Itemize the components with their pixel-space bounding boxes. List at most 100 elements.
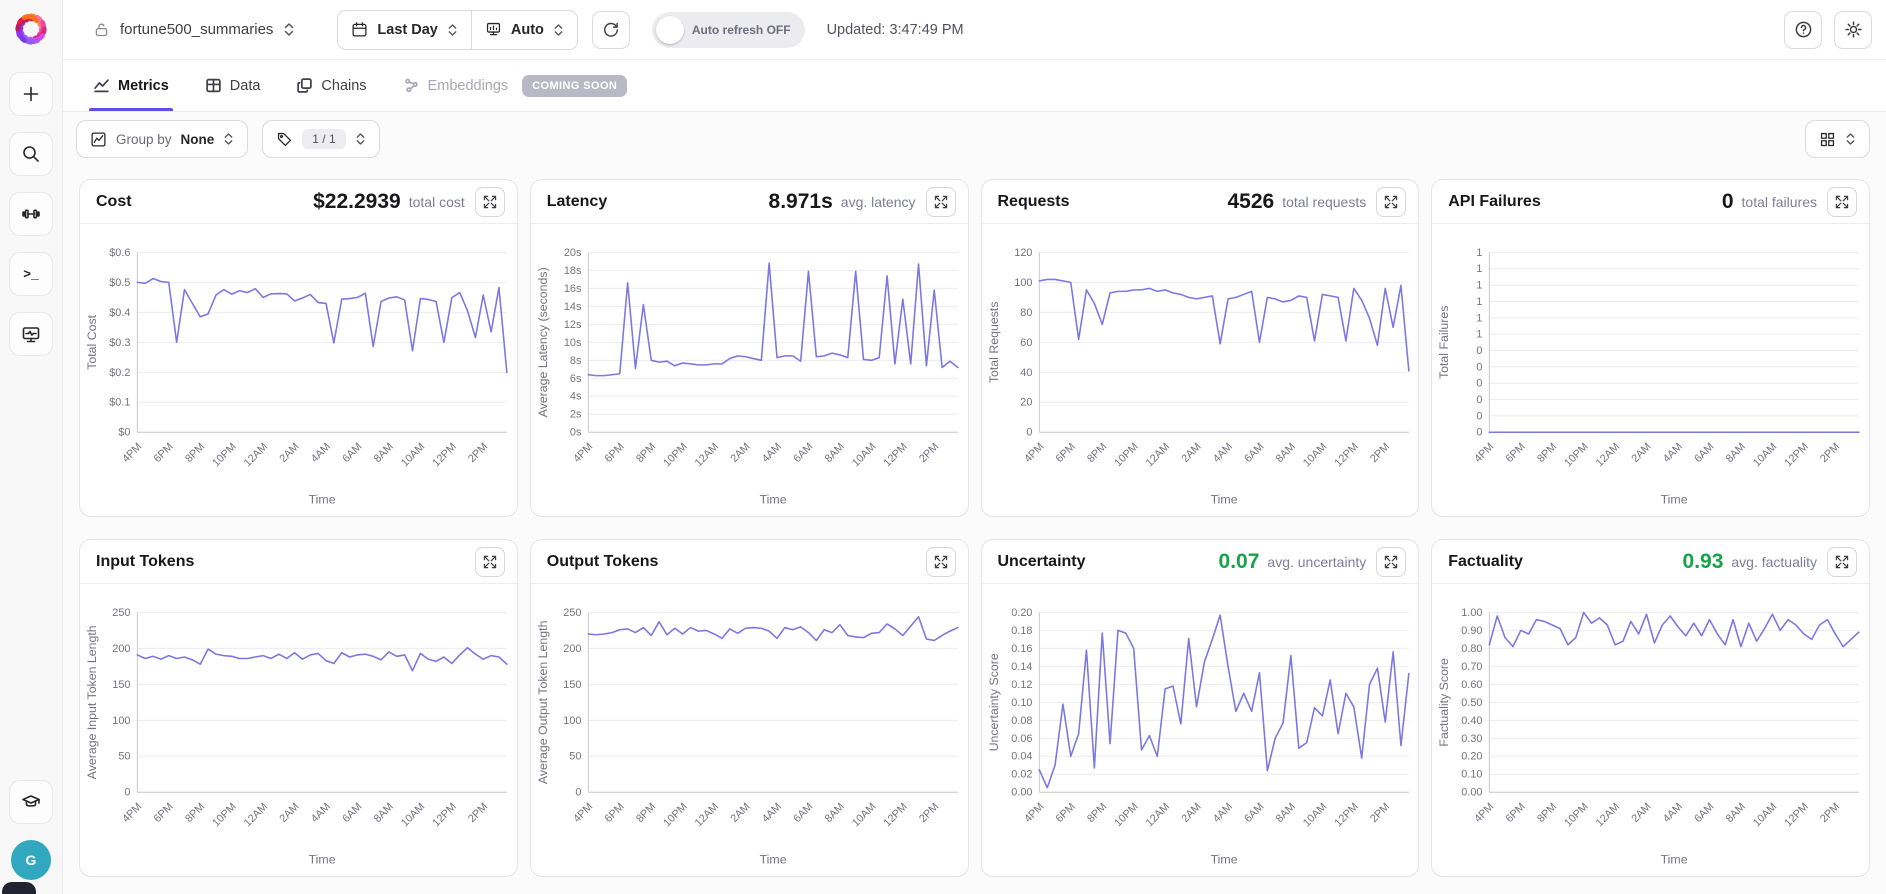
time-range-selector[interactable]: Last Day xyxy=(338,11,470,49)
svg-text:6PM: 6PM xyxy=(1504,441,1528,465)
card-title: Requests xyxy=(997,192,1070,210)
cost-line-chart[interactable]: $0 $0.1 $0.2 $0.3 $0.4 $0.5 $0.6 4PM 6PM 8PM 10PM 1… xyxy=(82,226,515,516)
svg-text:$0.3: $0.3 xyxy=(109,337,130,349)
output-tokens-line-chart[interactable]: 0 50 100 150 200 250 4PM 6PM 8PM 10PM 12AM 2AM 4AM 6A… xyxy=(533,586,966,876)
svg-text:$0.1: $0.1 xyxy=(109,397,130,409)
refresh-button[interactable] xyxy=(591,10,630,49)
time-range-value: Last Day xyxy=(377,21,438,38)
svg-text:8PM: 8PM xyxy=(183,801,207,825)
help-button[interactable] xyxy=(1784,10,1822,49)
svg-text:0.70: 0.70 xyxy=(1462,661,1483,673)
tag-filter-selector[interactable]: 1 / 1 xyxy=(262,120,380,158)
svg-text:250: 250 xyxy=(112,607,130,619)
svg-text:8PM: 8PM xyxy=(634,801,658,825)
requests-line-chart[interactable]: 0 20 40 60 80 100 120 4PM 6PM 8PM 10PM 12AM 2AM 4AM 6A… xyxy=(984,226,1417,516)
factuality-line-chart[interactable]: 0.00 0.10 0.20 0.30 0.40 0.50 0.60 0.70 0.80 0.90… xyxy=(1434,586,1867,876)
tab-chains[interactable]: Chains xyxy=(296,60,367,111)
chat-launcher[interactable] xyxy=(2,882,36,894)
svg-text:8PM: 8PM xyxy=(183,441,207,465)
filter-bar: Group by None 1 / 1 xyxy=(63,112,1886,166)
svg-text:2AM: 2AM xyxy=(1630,441,1654,465)
grid-layout-icon xyxy=(1820,132,1835,146)
metric-card-output-tokens: Output Tokens 0 50 100 150 200 250 4PM 6PM 8PM 10… xyxy=(529,539,969,877)
svg-text:10AM: 10AM xyxy=(1751,801,1780,830)
gear-icon xyxy=(1844,21,1862,38)
svg-text:12s: 12s xyxy=(564,319,582,331)
svg-text:Uncertainty Score: Uncertainty Score xyxy=(986,653,1000,751)
user-avatar[interactable]: G xyxy=(11,840,51,880)
svg-text:1: 1 xyxy=(1477,312,1483,324)
project-selector[interactable]: fortune500_summaries xyxy=(93,21,295,38)
svg-text:1: 1 xyxy=(1477,247,1483,259)
svg-text:10PM: 10PM xyxy=(1112,441,1141,470)
chevron-updown-icon xyxy=(356,133,365,145)
expand-button[interactable] xyxy=(925,186,956,217)
sidebar-monitor-button[interactable] xyxy=(9,312,53,356)
sidebar-search-button[interactable] xyxy=(9,132,53,176)
sidebar-new-project-button[interactable] xyxy=(9,72,53,116)
tab-data[interactable]: Data xyxy=(205,60,260,111)
tab-metrics[interactable]: Metrics xyxy=(89,60,173,111)
tab-embeddings[interactable]: Embeddings xyxy=(403,60,508,111)
expand-button[interactable] xyxy=(474,186,505,217)
expand-button[interactable] xyxy=(925,546,956,577)
svg-text:6s: 6s xyxy=(570,373,582,385)
svg-text:$0.5: $0.5 xyxy=(109,277,130,289)
svg-text:4PM: 4PM xyxy=(1472,801,1496,825)
group-by-selector[interactable]: Group by None xyxy=(76,120,249,158)
group-by-label: Group by xyxy=(116,131,172,147)
metric-card-cost: Cost $22.2939 total cost $0 $0.1 $0.2 $0.3 $… xyxy=(79,179,518,517)
svg-text:4AM: 4AM xyxy=(1661,441,1685,465)
svg-text:2AM: 2AM xyxy=(728,441,752,465)
svg-text:0: 0 xyxy=(124,787,130,799)
svg-text:6PM: 6PM xyxy=(1504,801,1528,825)
svg-text:4AM: 4AM xyxy=(309,801,333,825)
maximize-icon xyxy=(1835,195,1849,208)
svg-text:6PM: 6PM xyxy=(602,441,626,465)
svg-text:Total Failures: Total Failures xyxy=(1437,306,1451,379)
tag-icon xyxy=(278,132,292,146)
input-tokens-line-chart[interactable]: 0 50 100 150 200 250 4PM 6PM 8PM 10PM 12AM 2AM 4AM 6A… xyxy=(82,586,515,876)
card-title: Uncertainty xyxy=(997,552,1086,570)
auto-refresh-toggle[interactable]: Auto refresh OFF xyxy=(651,11,805,48)
svg-text:0: 0 xyxy=(575,787,581,799)
galileo-logo-icon xyxy=(15,13,47,45)
sidebar-learn-button[interactable] xyxy=(9,780,53,824)
screen-aggregation-icon xyxy=(486,22,500,36)
svg-text:Time: Time xyxy=(759,852,786,866)
coming-soon-badge: COMING SOON xyxy=(522,74,628,97)
graduation-cap-icon xyxy=(22,795,40,807)
sidebar-training-button[interactable] xyxy=(9,192,53,236)
metrics-grid: Cost $22.2939 total cost $0 $0.1 $0.2 $0.3 $… xyxy=(63,166,1886,894)
expand-button[interactable] xyxy=(1376,546,1407,577)
card-title: API Failures xyxy=(1448,192,1541,210)
metric-value: 4526 xyxy=(1227,189,1275,213)
svg-text:0.04: 0.04 xyxy=(1011,751,1032,763)
svg-text:12AM: 12AM xyxy=(692,441,721,470)
aggregation-selector[interactable]: Auto xyxy=(470,10,577,49)
tab-bar: Metrics Data Chains Embeddings COMING SO… xyxy=(63,60,1886,112)
api-failures-line-chart[interactable]: 0 0 0 0 0 0 1 1 1 1 1 1 4PM 6PM 8PM 10PM 12AM 2AM 4AM 6AM 8A… xyxy=(1434,226,1867,516)
updated-timestamp: Updated: 3:47:49 PM xyxy=(826,21,964,38)
svg-text:1: 1 xyxy=(1477,263,1483,275)
svg-text:2PM: 2PM xyxy=(917,801,941,825)
svg-text:200: 200 xyxy=(112,643,130,655)
maximize-icon xyxy=(1385,555,1398,568)
svg-text:0: 0 xyxy=(1477,378,1483,390)
svg-text:6AM: 6AM xyxy=(791,441,815,465)
svg-text:1.00: 1.00 xyxy=(1462,607,1483,619)
svg-text:6AM: 6AM xyxy=(340,801,364,825)
svg-text:0.14: 0.14 xyxy=(1011,661,1032,673)
expand-button[interactable] xyxy=(1827,186,1857,217)
settings-button[interactable] xyxy=(1834,10,1872,49)
expand-button[interactable] xyxy=(1827,546,1857,577)
terminal-icon: >_ xyxy=(23,266,39,282)
sidebar-console-button[interactable]: >_ xyxy=(9,252,53,296)
uncertainty-line-chart[interactable]: 0.00 0.02 0.04 0.06 0.08 0.10 0.12 0.14 0.16 0.18… xyxy=(984,586,1417,876)
expand-button[interactable] xyxy=(1376,186,1407,217)
svg-text:0.60: 0.60 xyxy=(1462,679,1483,691)
plus-icon xyxy=(23,86,39,102)
latency-line-chart[interactable]: 0s 2s 4s 6s 8s 10s 12s 14s 16s 18s 20s 4PM 6PM 8PM 10P… xyxy=(533,226,966,516)
layout-selector[interactable] xyxy=(1805,120,1870,158)
expand-button[interactable] xyxy=(474,546,505,577)
